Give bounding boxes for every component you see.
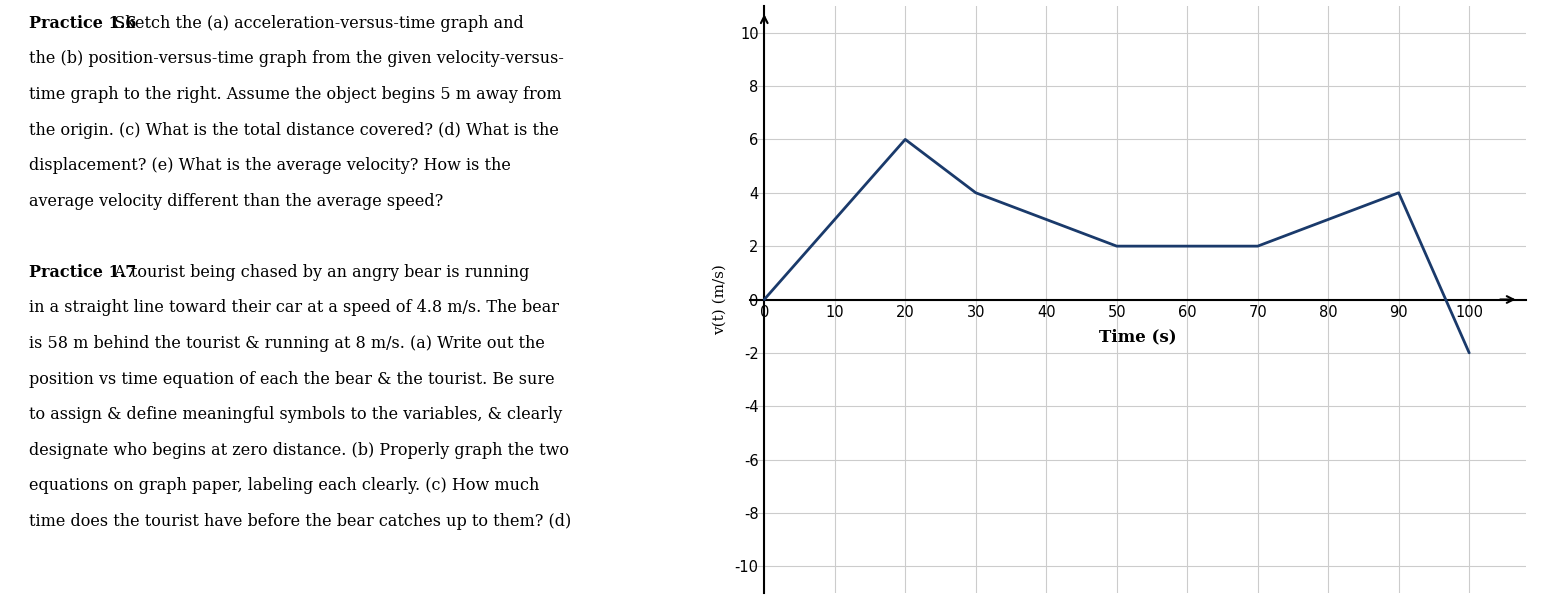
X-axis label: Time (s): Time (s) [1099,328,1177,346]
Text: in a straight line toward their car at a speed of 4.8 m/s. The bear: in a straight line toward their car at a… [29,300,559,316]
Text: designate who begins at zero distance. (b) Properly graph the two: designate who begins at zero distance. (… [29,441,569,459]
Text: the origin. (c) What is the total distance covered? (d) What is the: the origin. (c) What is the total distan… [29,122,559,138]
Text: A tourist being chased by an angry bear is running: A tourist being chased by an angry bear … [105,264,530,281]
Text: Sketch the (a) acceleration-versus-time graph and: Sketch the (a) acceleration-versus-time … [105,15,524,32]
Text: time does the tourist have before the bear catches up to them? (d): time does the tourist have before the be… [29,513,572,530]
Text: to assign & define meaningful symbols to the variables, & clearly: to assign & define meaningful symbols to… [29,406,562,423]
Y-axis label: v(t) (m/s): v(t) (m/s) [712,264,726,335]
Text: displacement? (e) What is the average velocity? How is the: displacement? (e) What is the average ve… [29,157,512,174]
Text: Practice 1.7: Practice 1.7 [29,264,137,281]
Text: equations on graph paper, labeling each clearly. (c) How much: equations on graph paper, labeling each … [29,477,539,494]
Text: Practice 1.6: Practice 1.6 [29,15,137,32]
Text: the (b) position-versus-time graph from the given velocity-versus-: the (b) position-versus-time graph from … [29,50,564,67]
Text: position vs time equation of each the bear & the tourist. Be sure: position vs time equation of each the be… [29,371,555,388]
Text: is 58 m behind the tourist & running at 8 m/s. (a) Write out the: is 58 m behind the tourist & running at … [29,335,546,352]
Text: average velocity different than the average speed?: average velocity different than the aver… [29,193,444,210]
Text: time graph to the right. Assume the object begins 5 m away from: time graph to the right. Assume the obje… [29,86,562,103]
